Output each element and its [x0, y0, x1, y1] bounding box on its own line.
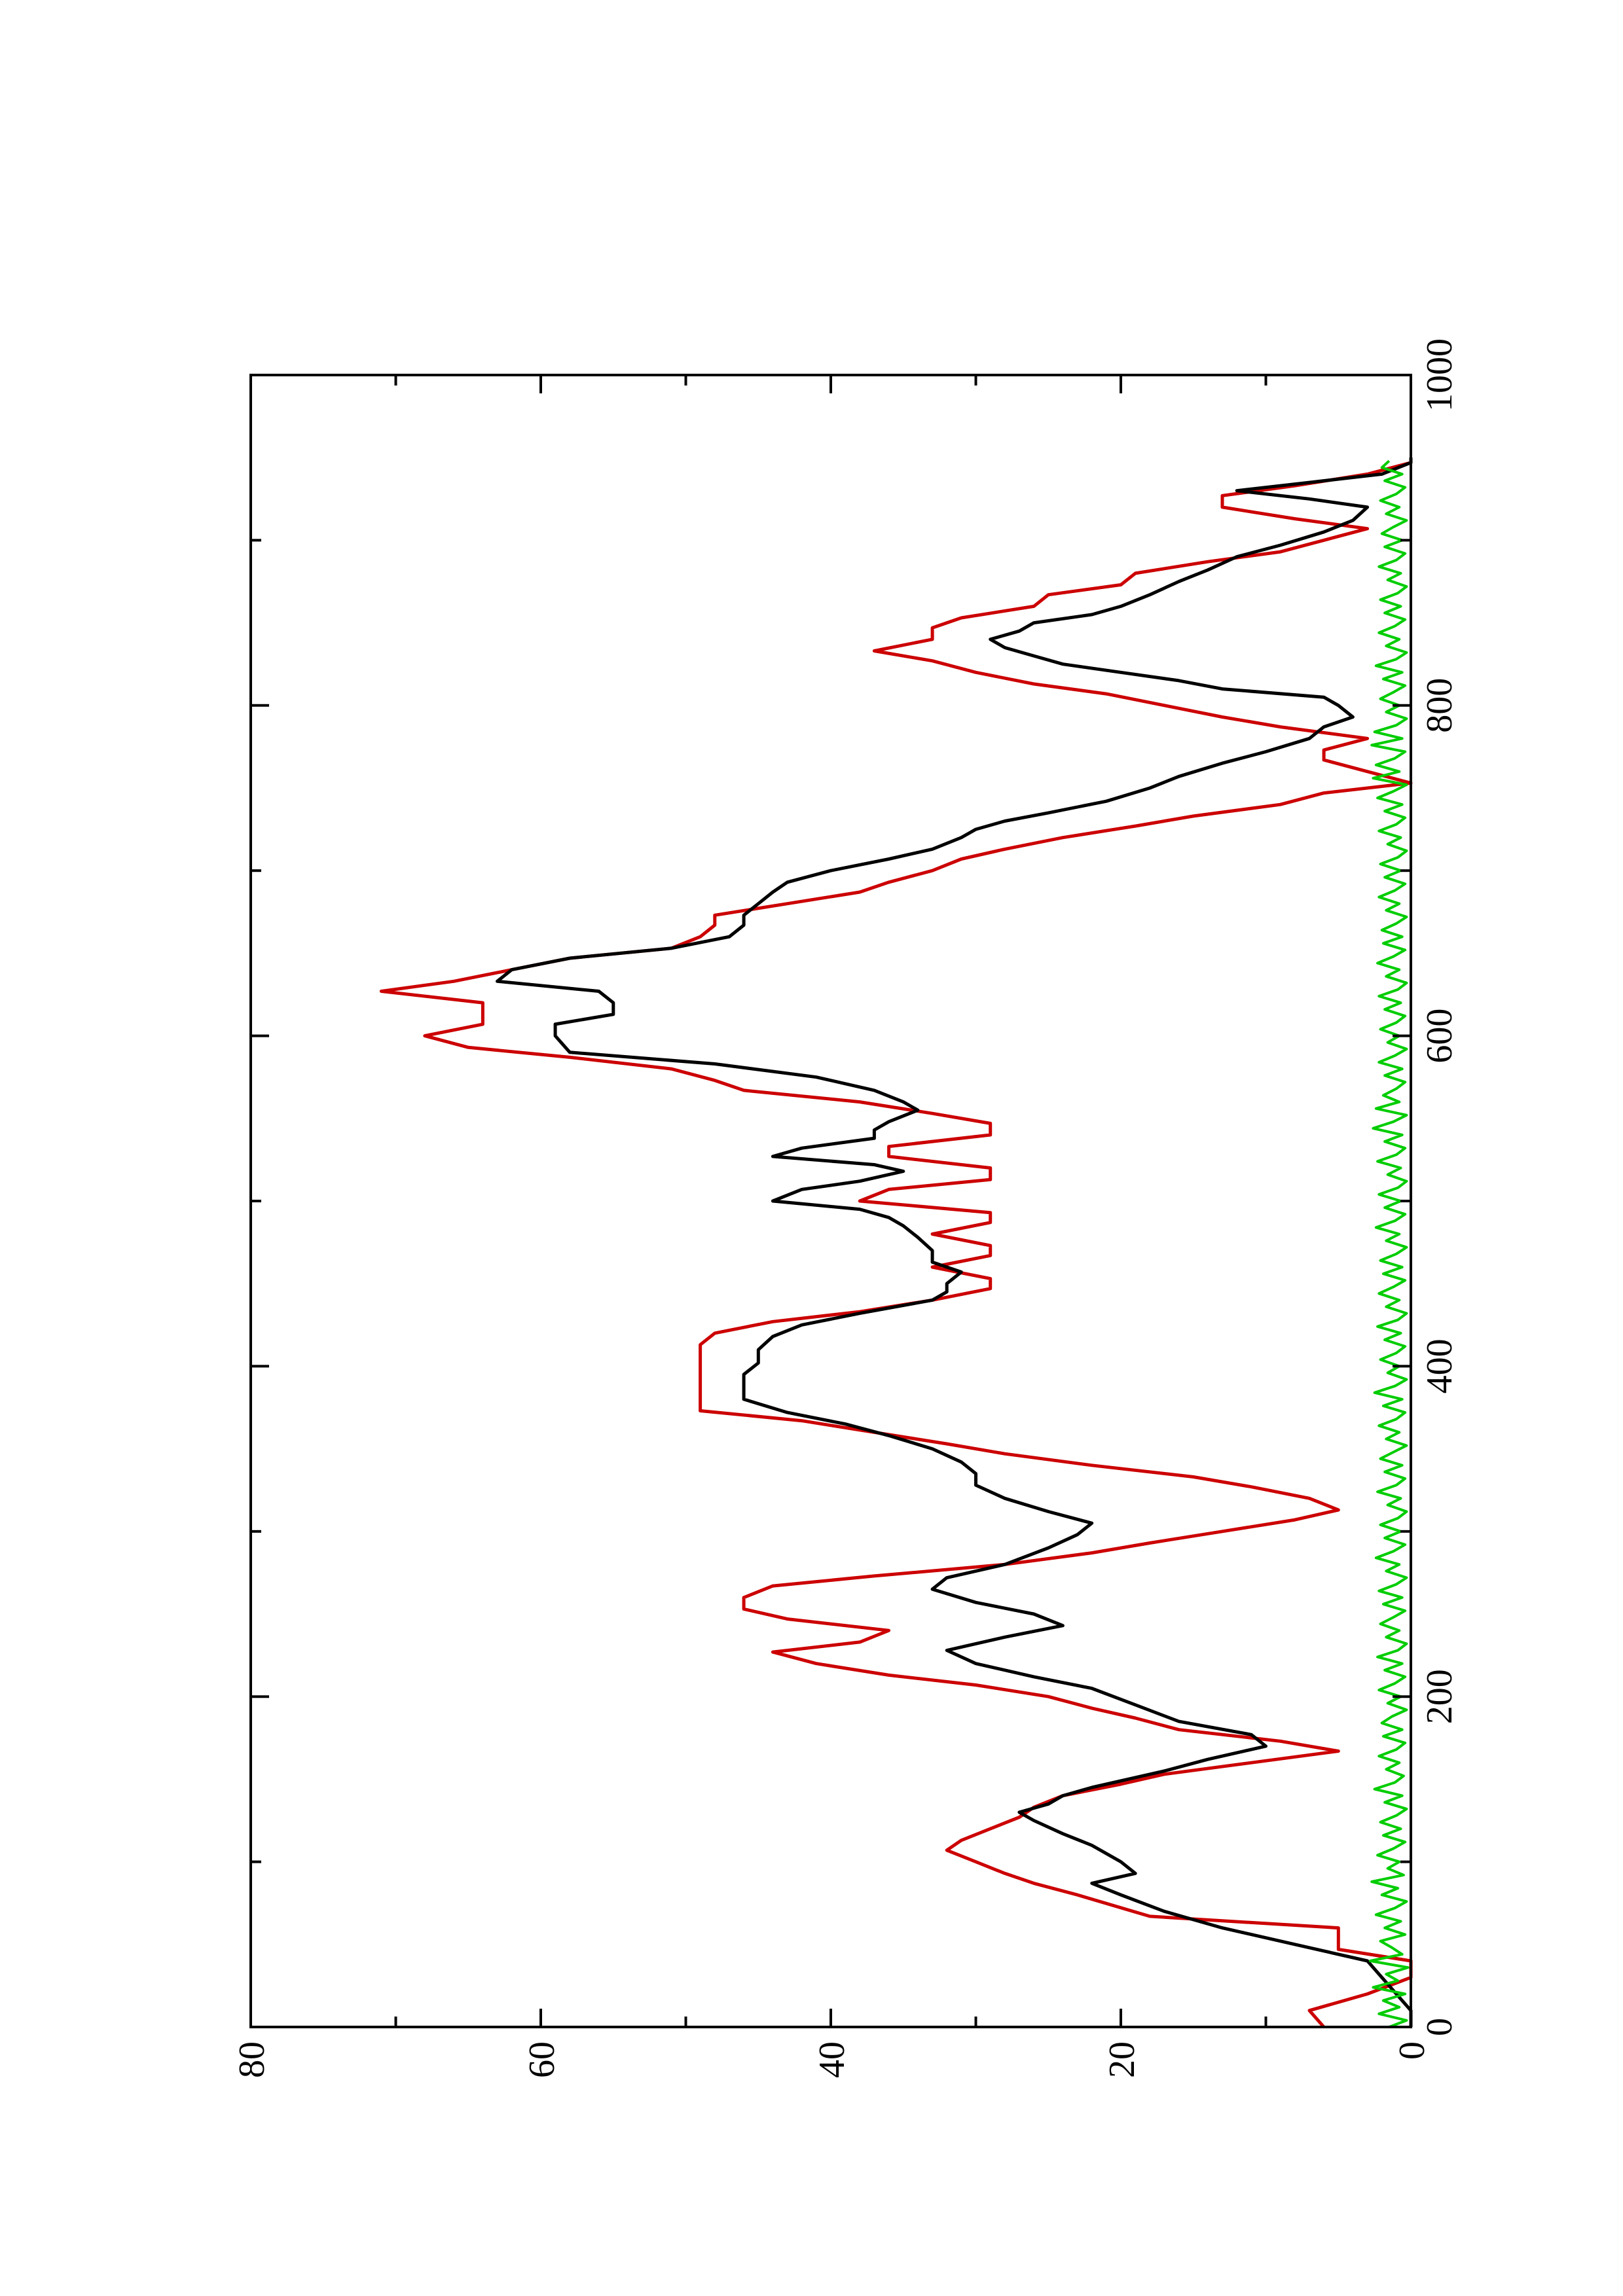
- x-tick-label: 1000: [1419, 338, 1460, 412]
- y-tick-label: 0: [1392, 2041, 1432, 2060]
- y-tick-label: 20: [1102, 2041, 1142, 2078]
- ticks-layer: [249, 374, 1412, 2028]
- x-tick-label: 200: [1419, 1669, 1460, 1724]
- x-tick-label: 800: [1419, 678, 1460, 733]
- y-tick-label: 60: [522, 2041, 562, 2078]
- y-tick-label: 40: [812, 2041, 852, 2078]
- series-layer: [379, 457, 1413, 2028]
- y-tick-label: 80: [232, 2041, 272, 2078]
- x-tick-label: 0: [1419, 2018, 1460, 2036]
- tick-labels-layer: 0 200 400 600 800 1000 0 20 40 60 80: [232, 338, 1460, 2078]
- series-line-1: [379, 457, 1413, 2028]
- plot-area: [379, 457, 1413, 2028]
- x-tick-label: 600: [1419, 1009, 1460, 1064]
- series-line-2: [496, 457, 1413, 2027]
- x-tick-label: 400: [1419, 1338, 1460, 1393]
- series-line-3: [1369, 459, 1410, 2028]
